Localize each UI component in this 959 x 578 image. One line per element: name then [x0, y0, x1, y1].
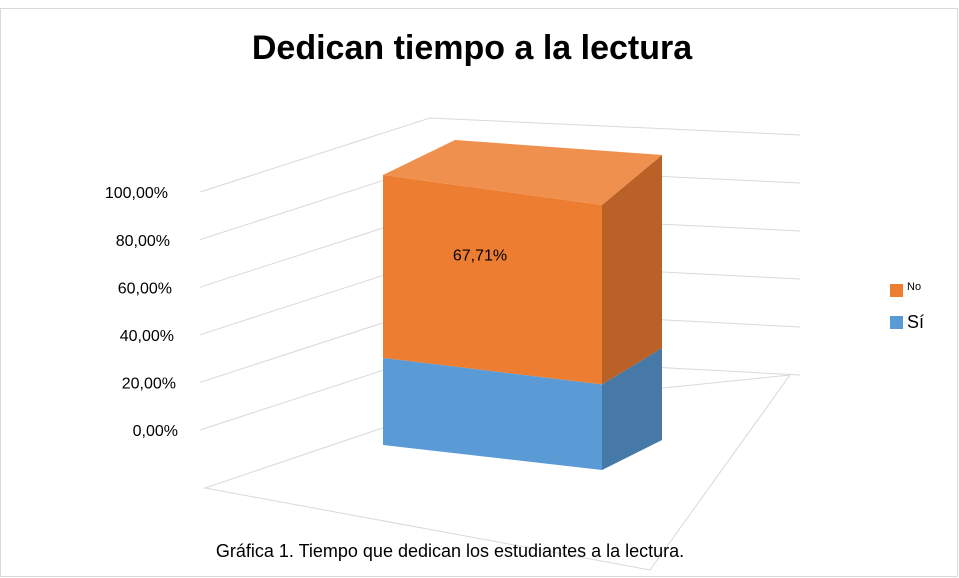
y-tick-label: 40,00% [120, 328, 174, 345]
legend-swatch [890, 284, 903, 297]
chart-title: Dedican tiempo a la lectura [252, 29, 693, 67]
bar-side-shade [602, 155, 662, 385]
y-tick-label: 100,00% [105, 185, 168, 202]
caption: Gráfica 1. Tiempo que dedican los estudi… [216, 541, 684, 561]
bar-side [602, 347, 662, 470]
bar-side-shade [602, 347, 662, 470]
bar-side [602, 155, 662, 385]
chart-border [0, 8, 958, 577]
grid-line [199, 117, 801, 193]
y-tick-label: 20,00% [122, 376, 176, 393]
bar-top [383, 140, 662, 205]
y-tick-label: 60,00% [118, 280, 172, 297]
legend-label: Sí [907, 312, 924, 332]
floor [203, 374, 792, 571]
y-tick-label: 80,00% [116, 233, 170, 250]
bar-front [383, 357, 602, 470]
bar-top-shade [383, 140, 662, 205]
legend-label: No [907, 281, 921, 293]
y-tick-label: 0,00% [133, 423, 178, 440]
value-label: 67,71% [453, 248, 507, 265]
legend-swatch [890, 316, 903, 329]
bar-front [383, 175, 602, 385]
